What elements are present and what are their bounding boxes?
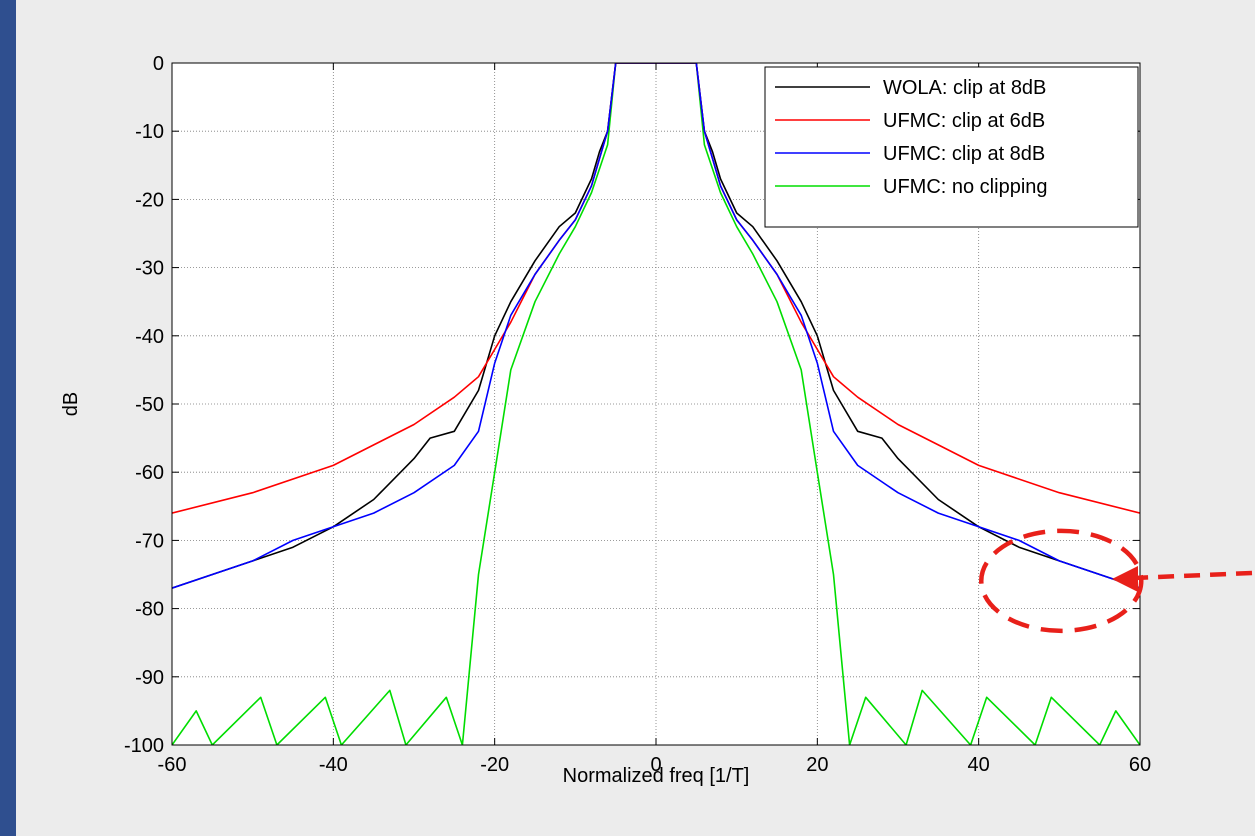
legend-entry: UFMC: no clipping — [883, 176, 1048, 198]
slide-accent-bar — [0, 0, 16, 836]
legend-entry: WOLA: clip at 8dB — [883, 77, 1046, 99]
series-line-1 — [172, 63, 1140, 514]
y-tick-label: -50 — [135, 394, 164, 416]
series-line-0 — [172, 63, 1140, 589]
x-tick-label: 40 — [968, 754, 990, 776]
highlight-ellipse — [979, 528, 1144, 634]
y-tick-label: -10 — [135, 121, 164, 143]
y-tick-label: -70 — [135, 530, 164, 552]
y-tick-label: -40 — [135, 326, 164, 348]
y-tick-label: -20 — [135, 189, 164, 211]
x-tick-label: 60 — [1129, 754, 1151, 776]
legend-entry: UFMC: clip at 8dB — [883, 143, 1045, 165]
x-tick-label: -40 — [319, 754, 348, 776]
legend-entry: UFMC: clip at 6dB — [883, 110, 1045, 132]
highlight-arrow-head — [1112, 566, 1138, 592]
x-tick-label: 0 — [650, 754, 661, 776]
y-axis-label: dB — [60, 392, 82, 416]
y-tick-label: -30 — [135, 258, 164, 280]
y-tick-label: -60 — [135, 462, 164, 484]
y-tick-label: -80 — [135, 599, 164, 621]
series-line-2 — [172, 63, 1140, 589]
x-tick-label: -60 — [158, 754, 187, 776]
series-line-3 — [172, 63, 1140, 745]
x-tick-label: -20 — [480, 754, 509, 776]
y-tick-label: 0 — [153, 53, 164, 75]
series-layer — [172, 63, 1140, 745]
annotation-group — [979, 528, 1253, 634]
y-tick-label: -100 — [124, 735, 164, 757]
y-tick-label: -90 — [135, 667, 164, 689]
tick-labels: -60 -40 -20 0 20 40 60 0 -10 -20 -30 -40 -50 -60 -70 -8… — [124, 53, 1151, 776]
highlight-arrow-shaft — [1133, 570, 1253, 581]
legend: WOLA: clip at 8dB UFMC: clip at 6dB UFMC: … — [764, 66, 1139, 228]
x-axis-label: Normalized freq [1/T] — [563, 765, 750, 787]
legend-box — [764, 66, 1139, 228]
x-tick-label: 20 — [806, 754, 828, 776]
